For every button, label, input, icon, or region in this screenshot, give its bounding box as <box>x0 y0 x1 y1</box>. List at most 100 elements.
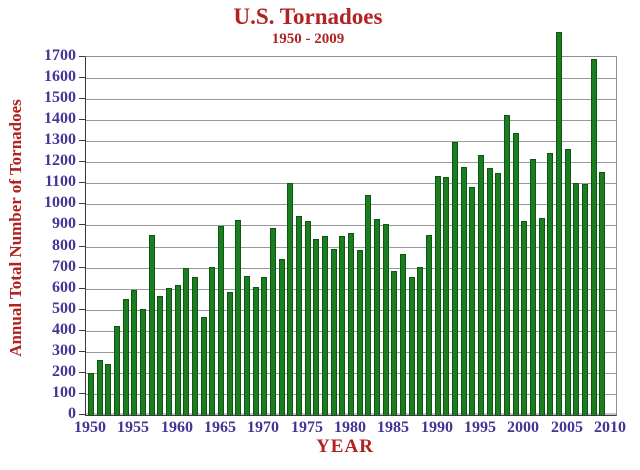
y-tick-mark-1000 <box>79 203 85 204</box>
y-tick-label-500: 500 <box>52 300 76 317</box>
x-tick-label-2005: 2005 <box>551 419 583 436</box>
bar-1971 <box>270 228 276 415</box>
bar-1976 <box>313 239 319 415</box>
y-tick-label-1400: 1400 <box>44 110 76 127</box>
gridline-1400 <box>86 120 616 121</box>
bar-1998 <box>504 115 510 415</box>
gridline-1300 <box>86 141 616 142</box>
y-tick-mark-0 <box>79 414 85 415</box>
bar-1989 <box>426 235 432 415</box>
bar-2007 <box>582 184 588 415</box>
bar-2002 <box>539 218 545 415</box>
gridline-1600 <box>86 78 616 79</box>
bar-1990 <box>435 176 441 415</box>
bar-1970 <box>261 277 267 415</box>
x-tick-label-2010: 2010 <box>594 419 626 436</box>
y-tick-label-600: 600 <box>52 279 76 296</box>
bar-1950 <box>88 373 94 415</box>
y-tick-mark-700 <box>79 267 85 268</box>
bar-1996 <box>487 168 493 415</box>
y-tick-mark-600 <box>79 288 85 289</box>
bar-2009 <box>599 172 605 415</box>
x-axis-title: YEAR <box>316 436 374 457</box>
bar-1999 <box>513 133 519 415</box>
bar-1974 <box>296 216 302 415</box>
bar-1994 <box>469 187 475 415</box>
x-tick-label-1965: 1965 <box>204 419 236 436</box>
bar-2000 <box>521 221 527 415</box>
bar-1986 <box>400 254 406 415</box>
bar-1995 <box>478 155 484 415</box>
x-tick-label-1970: 1970 <box>247 419 279 436</box>
bar-1962 <box>192 277 198 415</box>
gridline-900 <box>86 225 616 226</box>
gridline-1100 <box>86 183 616 184</box>
bar-1960 <box>175 285 181 415</box>
bar-1985 <box>391 271 397 415</box>
bar-1953 <box>114 326 120 415</box>
y-tick-mark-1700 <box>79 56 85 57</box>
x-tick-label-1950: 1950 <box>74 419 106 436</box>
y-tick-label-1200: 1200 <box>44 152 76 169</box>
bar-2004 <box>556 32 562 415</box>
y-tick-mark-500 <box>79 309 85 310</box>
bar-1979 <box>339 236 345 415</box>
chart-subtitle: 1950 - 2009 <box>271 31 345 47</box>
bar-2008 <box>591 59 597 415</box>
bar-1988 <box>417 267 423 415</box>
y-tick-label-700: 700 <box>52 258 76 275</box>
y-axis-title: Annual Total Number of Tornadoes <box>6 99 25 357</box>
x-tick-label-1975: 1975 <box>291 419 323 436</box>
bar-1978 <box>331 249 337 415</box>
x-tick-label-1985: 1985 <box>377 419 409 436</box>
y-tick-mark-1600 <box>79 77 85 78</box>
bar-1968 <box>244 276 250 415</box>
y-tick-label-300: 300 <box>52 342 76 359</box>
bar-1965 <box>218 226 224 415</box>
bar-1956 <box>140 309 146 415</box>
y-tick-label-1500: 1500 <box>44 89 76 106</box>
bar-1967 <box>235 220 241 415</box>
y-tick-label-1700: 1700 <box>44 47 76 64</box>
bar-1954 <box>123 299 129 415</box>
y-tick-label-1100: 1100 <box>44 173 76 190</box>
bar-1993 <box>461 167 467 415</box>
bar-1977 <box>322 236 328 415</box>
x-tick-label-1995: 1995 <box>464 419 496 436</box>
y-tick-mark-1500 <box>79 98 85 99</box>
y-tick-label-1300: 1300 <box>44 131 76 148</box>
gridline-1200 <box>86 162 616 163</box>
y-tick-label-200: 200 <box>52 363 76 380</box>
chart-title: U.S. Tornadoes <box>233 4 383 29</box>
y-tick-mark-1100 <box>79 182 85 183</box>
bar-1959 <box>166 288 172 415</box>
bar-1981 <box>357 250 363 415</box>
x-tick-label-1960: 1960 <box>161 419 193 436</box>
bar-1984 <box>383 224 389 415</box>
y-tick-mark-900 <box>79 224 85 225</box>
y-tick-label-100: 100 <box>52 384 76 401</box>
bar-2005 <box>565 149 571 415</box>
bar-1961 <box>183 268 189 415</box>
bar-1952 <box>105 364 111 415</box>
bar-1973 <box>287 183 293 415</box>
bar-1980 <box>348 233 354 415</box>
gridline-1000 <box>86 204 616 205</box>
bar-1991 <box>443 177 449 415</box>
bar-2001 <box>530 159 536 415</box>
y-tick-mark-300 <box>79 351 85 352</box>
y-tick-mark-800 <box>79 246 85 247</box>
y-tick-mark-1300 <box>79 140 85 141</box>
bar-1966 <box>227 292 233 415</box>
bar-1957 <box>149 235 155 415</box>
x-tick-label-1990: 1990 <box>421 419 453 436</box>
bar-1982 <box>365 195 371 415</box>
y-tick-label-400: 400 <box>52 321 76 338</box>
bar-1951 <box>97 360 103 415</box>
x-tick-label-1980: 1980 <box>334 419 366 436</box>
bar-1958 <box>157 296 163 415</box>
bar-1963 <box>201 317 207 415</box>
bar-1992 <box>452 142 458 415</box>
bar-1972 <box>279 259 285 415</box>
